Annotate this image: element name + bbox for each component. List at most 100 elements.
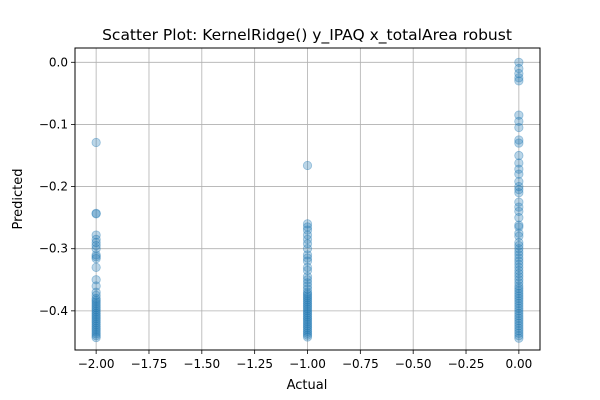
y-tick-label: −0.3 [39, 242, 68, 256]
scatter-point [91, 241, 101, 251]
scatter-point [302, 278, 313, 288]
scatter-point [91, 234, 101, 244]
chart-title: Scatter Plot: KernelRidge() y_IPAQ x_tot… [102, 26, 512, 45]
scatter-point [302, 250, 313, 260]
scatter-point [91, 308, 101, 318]
scatter-point [514, 306, 524, 316]
scatter-point [302, 256, 313, 266]
scatter-point [302, 309, 313, 320]
scatter-point [91, 250, 101, 260]
scatter-point [91, 319, 101, 330]
scatter-point [302, 313, 313, 323]
scatter-point [514, 241, 524, 251]
scatter-point [514, 220, 524, 230]
scatter-point [302, 328, 313, 338]
scatter-point [91, 287, 101, 297]
scatter-point [91, 252, 101, 262]
scatter-point [514, 181, 524, 192]
scatter-point [514, 275, 524, 285]
scatter-point [514, 328, 524, 338]
scatter-point [91, 299, 101, 309]
scatter-point [302, 321, 313, 331]
scatter-point [514, 291, 524, 301]
scatter-point [302, 160, 313, 171]
scatter-point [91, 329, 101, 339]
y-tick-label: −0.2 [39, 180, 68, 194]
data-points [91, 57, 524, 343]
x-tick-label: −0.75 [342, 357, 379, 371]
scatter-point [302, 293, 313, 303]
scatter-point [91, 305, 101, 315]
scatter-point [302, 291, 313, 301]
scatter-point [302, 239, 313, 249]
scatter-point [91, 327, 101, 337]
scatter-point [91, 303, 101, 313]
x-tick-label: −0.25 [448, 357, 485, 371]
x-axis-ticks: −2.00 −1.75 −1.50 −1.25 −1.00 −0.75 −0.50 −0.25… [78, 350, 532, 371]
scatter-point [91, 325, 101, 335]
scatter-point [91, 332, 101, 343]
scatter-point [514, 150, 524, 161]
scatter-point [91, 281, 101, 291]
scatter-point [514, 326, 524, 336]
x-tick-label: −1.50 [183, 357, 220, 371]
scatter-point [514, 256, 524, 266]
scatter-point [514, 298, 524, 308]
scatter-point [514, 311, 524, 321]
scatter-point [91, 321, 101, 331]
scatter-point [514, 188, 524, 198]
x-tick-label: −2.00 [78, 357, 115, 371]
scatter-point [302, 253, 313, 263]
scatter-point [514, 164, 524, 174]
scatter-point [302, 265, 313, 276]
scatter-point [514, 278, 524, 288]
scatter-point [91, 290, 101, 300]
scatter-point [514, 122, 524, 133]
scatter-point [91, 275, 101, 285]
y-axis-ticks: 0.0 −0.1 −0.2 −0.3 −0.4 [39, 55, 75, 318]
scatter-point [302, 324, 313, 335]
scatter-point [514, 244, 524, 254]
scatter-point [514, 331, 524, 341]
scatter-point [514, 265, 524, 276]
scatter-point [514, 231, 524, 241]
scatter-point [514, 268, 524, 279]
scatter-point [302, 300, 313, 310]
scatter-point [302, 225, 313, 235]
scatter-point [514, 206, 524, 217]
scatter-point [514, 177, 524, 187]
scatter-point [302, 302, 313, 312]
scatter-point [91, 254, 101, 264]
scatter-point [514, 110, 524, 120]
scatter-point [91, 318, 101, 328]
scatter-point [302, 326, 313, 336]
scatter-point [302, 275, 313, 285]
scatter-point [302, 317, 313, 327]
scatter-point [514, 313, 524, 323]
scatter-point [302, 308, 313, 318]
scatter-point [514, 323, 524, 333]
scatter-point [302, 298, 313, 308]
scatter-point [514, 135, 524, 145]
scatter-point [514, 158, 524, 168]
scatter-point [91, 323, 101, 333]
scatter-point [514, 281, 524, 291]
scatter-point [302, 244, 313, 254]
scatter-point [302, 234, 313, 244]
scatter-point [514, 253, 524, 263]
scatter-point [514, 185, 524, 195]
scatter-point [514, 228, 524, 238]
scatter-point [302, 323, 313, 333]
scatter-point [514, 169, 524, 179]
scatter-point [302, 287, 313, 297]
scatter-point [302, 311, 313, 322]
scatter-point [91, 137, 101, 148]
scatter-point [514, 286, 524, 296]
scatter-point [302, 222, 313, 232]
scatter-point [91, 295, 101, 305]
scatter-point [91, 230, 101, 240]
scatter-point [514, 308, 524, 318]
scatter-point [514, 213, 524, 223]
scatter-point [91, 209, 101, 219]
